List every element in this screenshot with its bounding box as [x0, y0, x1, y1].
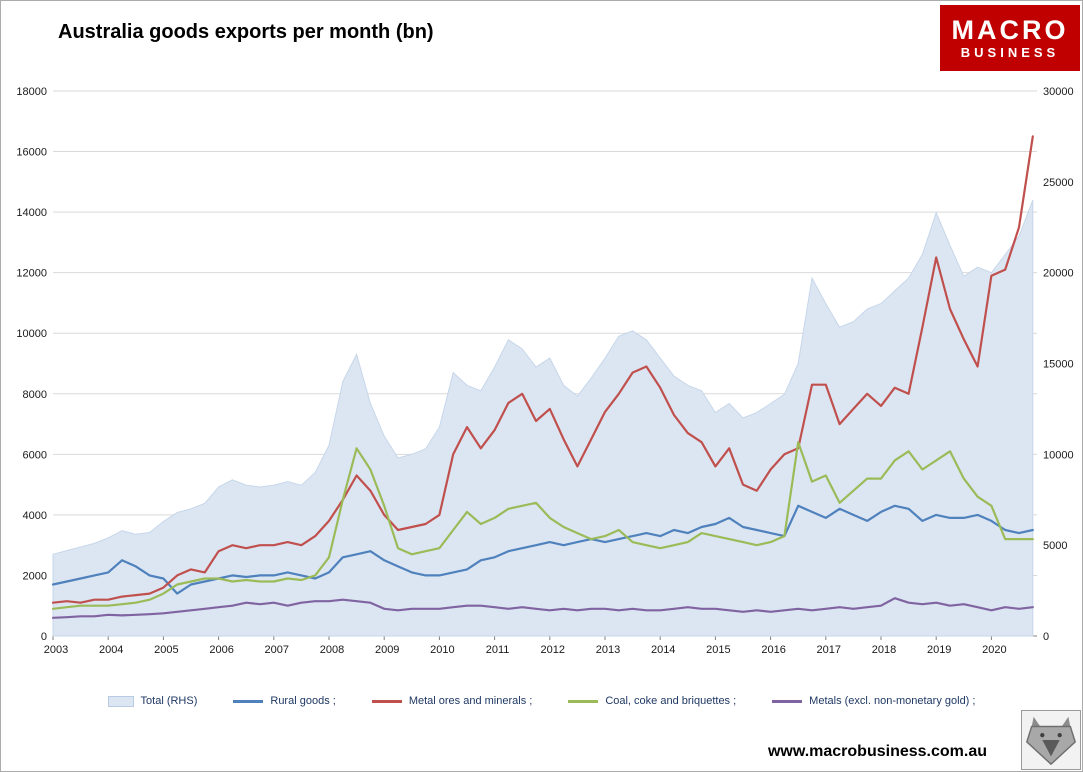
legend-label: Metal ores and minerals ;	[408, 695, 533, 707]
legend-line-swatch	[568, 699, 599, 703]
x-axis-tick: 2013	[596, 644, 620, 656]
fox-logo	[1021, 710, 1081, 770]
left-axis-tick: 14000	[16, 207, 47, 219]
right-axis-tick: 5000	[1043, 540, 1067, 552]
x-axis-tick: 2015	[706, 644, 730, 656]
right-axis-tick: 10000	[1043, 449, 1074, 461]
x-axis-tick: 2020	[982, 644, 1006, 656]
left-axis-tick: 18000	[16, 86, 47, 98]
left-axis-tick: 10000	[16, 328, 47, 340]
legend-item: Total (RHS)	[107, 695, 198, 707]
legend-item: Metal ores and minerals ;	[371, 695, 533, 707]
logo-text-macro: MACRO	[951, 15, 1069, 45]
legend-area-swatch	[107, 695, 134, 707]
series-line	[51, 135, 1034, 604]
legend-line-swatch	[233, 699, 264, 703]
x-axis-tick: 2006	[209, 644, 233, 656]
legend-line-swatch	[772, 699, 803, 703]
x-axis-tick: 2010	[430, 644, 454, 656]
right-axis-tick: 0	[1043, 631, 1049, 643]
chart-legend: Total (RHS) Rural goods ; Metal ores and m…	[1, 695, 1082, 707]
legend-item: Coal, coke and briquettes ;	[568, 695, 736, 707]
right-axis-tick: 15000	[1043, 359, 1074, 371]
right-axis-tick: 25000	[1043, 177, 1074, 189]
left-axis-tick: 16000	[16, 147, 47, 159]
x-axis-tick: 2017	[817, 644, 841, 656]
left-axis-tick: 2000	[23, 570, 47, 582]
legend-label: Coal, coke and briquettes ;	[605, 695, 737, 707]
x-axis-tick: 2009	[375, 644, 399, 656]
series-line	[51, 597, 1034, 619]
left-axis-tick: 8000	[23, 389, 47, 401]
legend-line-swatch	[371, 699, 402, 703]
fox-icon	[1026, 716, 1076, 766]
x-axis-tick: 2004	[99, 644, 123, 656]
x-axis-tick: 2018	[872, 644, 896, 656]
macrobusiness-logo: MACRO BUSINESS	[940, 5, 1080, 71]
x-axis-tick: 2007	[265, 644, 289, 656]
legend-label: Metals (excl. non-monetary gold) ;	[809, 695, 976, 707]
x-axis-tick: 2016	[761, 644, 785, 656]
right-axis-tick: 30000	[1043, 86, 1074, 98]
left-axis-tick: 12000	[16, 268, 47, 280]
x-axis-tick: 2005	[154, 644, 178, 656]
series-line	[51, 441, 1034, 610]
x-axis-tick: 2019	[927, 644, 951, 656]
left-axis-tick: 0	[41, 631, 47, 643]
x-axis-tick: 2003	[44, 644, 68, 656]
left-axis-tick: 4000	[23, 510, 47, 522]
site-url: www.macrobusiness.com.au	[767, 743, 987, 760]
legend-label: Total (RHS)	[140, 695, 198, 707]
x-axis-tick: 2014	[651, 644, 675, 656]
logo-text-business: BUSINESS	[960, 45, 1060, 60]
legend-label: Rural goods ;	[270, 695, 336, 707]
x-axis-tick: 2008	[320, 644, 344, 656]
x-axis-tick: 2011	[486, 644, 510, 656]
x-axis-tick: 2012	[541, 644, 565, 656]
chart-title: Australia goods exports per month (bn)	[58, 21, 434, 43]
left-axis-tick: 6000	[23, 449, 47, 461]
legend-item: Rural goods ;	[233, 695, 336, 707]
legend-item: Metals (excl. non-monetary gold) ;	[772, 695, 975, 707]
right-axis-tick: 20000	[1043, 268, 1074, 280]
